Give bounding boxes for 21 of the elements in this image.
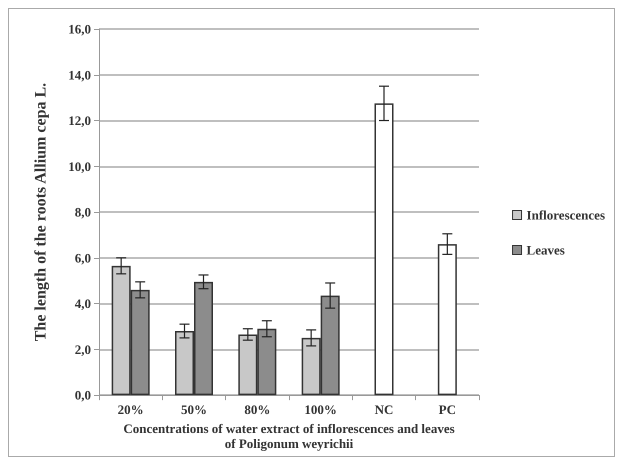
y-tick-label: 0,0 (74, 388, 91, 403)
bar (374, 103, 394, 396)
y-tick-label: 6,0 (74, 250, 91, 266)
y-tick-label: 4,0 (74, 296, 91, 312)
x-tick-label: PC (438, 402, 456, 418)
x-tick-label: 80% (244, 402, 270, 418)
y-axis-title: The length of the roots Allium cepa L. (32, 82, 50, 342)
y-tick-label: 2,0 (74, 342, 91, 357)
x-tick-label: 100% (304, 402, 337, 418)
legend-label: Leaves (526, 242, 565, 258)
x-axis-title: Concentrations of water extract of inflorescences and leaves of Poligonum weyrichii (123, 421, 455, 451)
x-tick-label: 20% (118, 402, 144, 418)
legend-label: Inflorescences (526, 208, 606, 222)
x-tick-label: 50% (181, 402, 207, 418)
y-tick-label: 8,0 (74, 204, 91, 220)
y-tick-label: 14,0 (68, 67, 91, 82)
y-tick-label: 12,0 (68, 113, 91, 128)
y-tick-label: 16,0 (68, 22, 91, 36)
bar (438, 244, 457, 396)
y-tick-label: 10,0 (68, 158, 91, 174)
x-tick-label: NC (374, 402, 394, 418)
